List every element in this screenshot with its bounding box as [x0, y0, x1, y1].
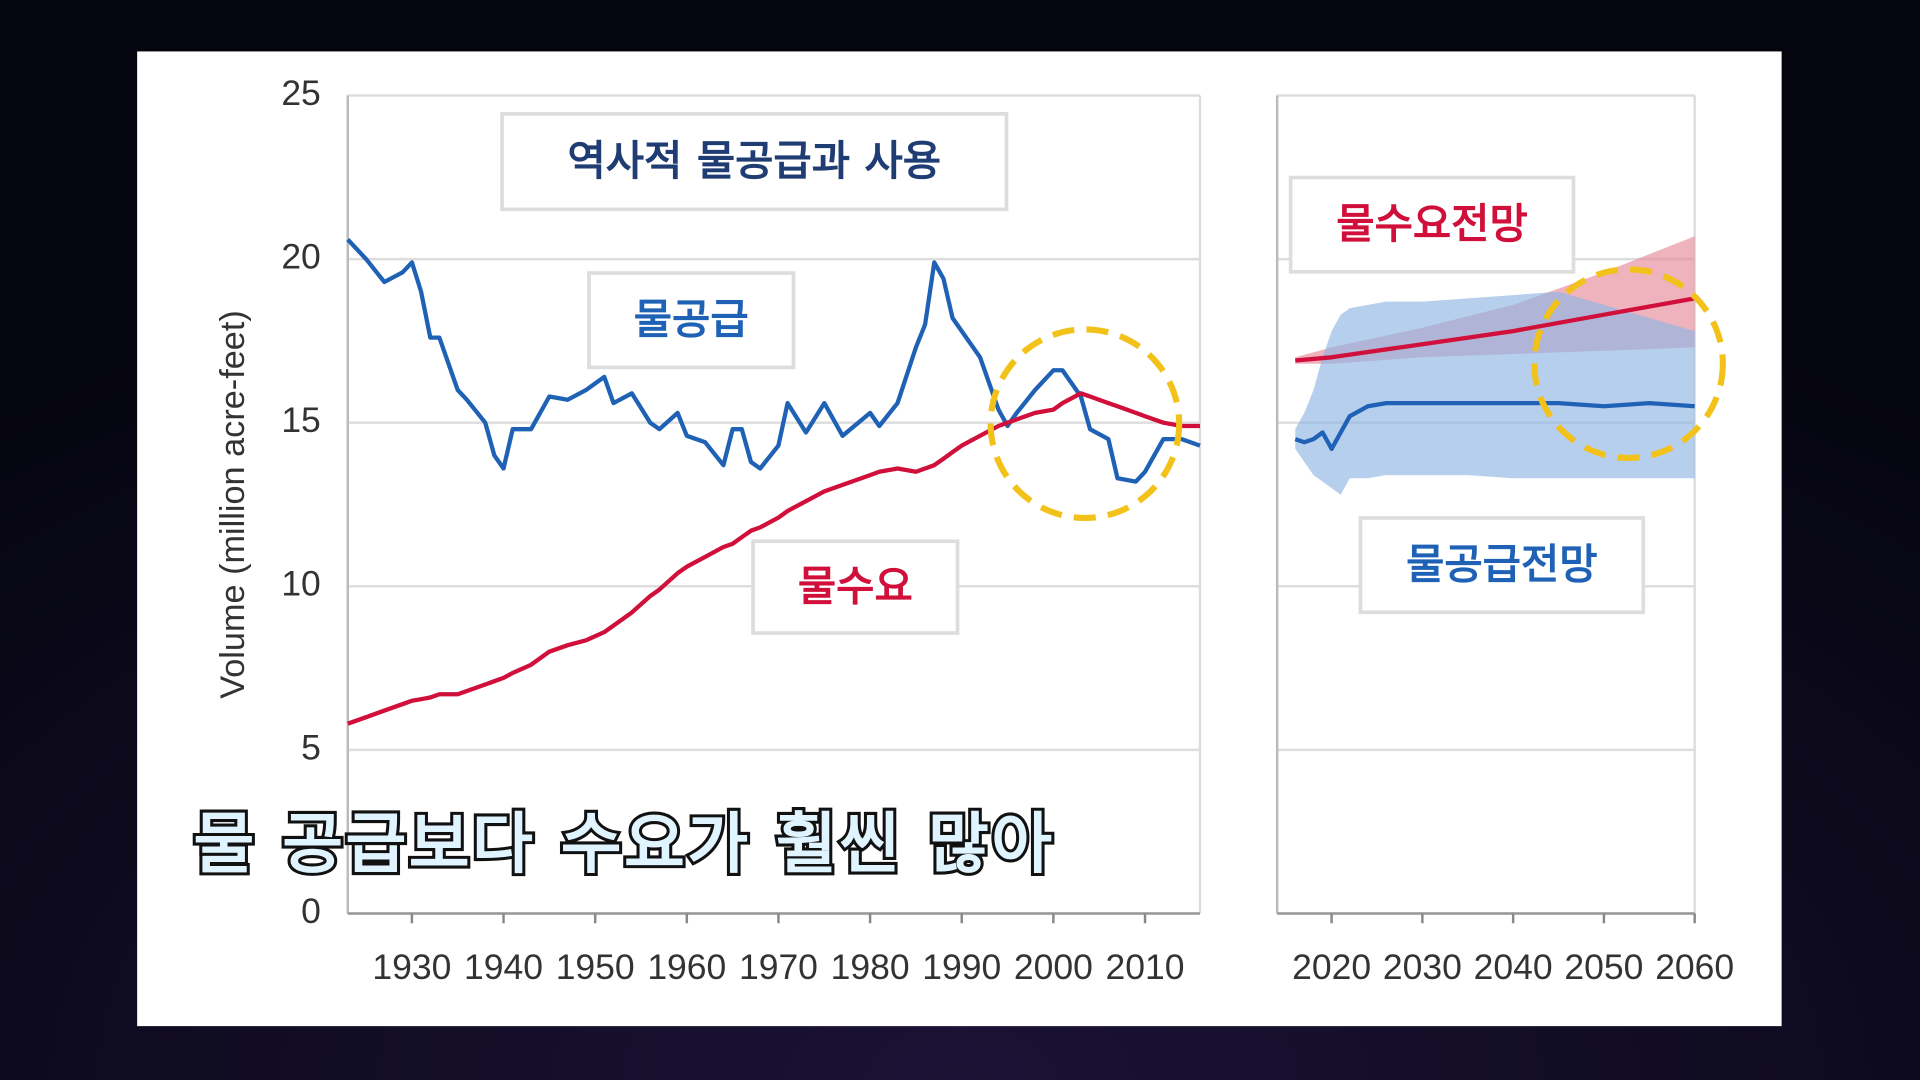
highlight-circle — [987, 326, 1183, 522]
series-line — [1295, 296, 1696, 363]
x-tick-label: 2060 — [1655, 947, 1734, 987]
uncertainty-band — [1295, 291, 1695, 495]
series-line — [346, 238, 1201, 484]
y-tick-label: 0 — [301, 891, 321, 931]
x-tick-label: 1950 — [556, 947, 635, 987]
x-tick-label: 1980 — [831, 947, 910, 987]
x-tick-label: 1990 — [922, 947, 1001, 987]
charts: 0 5 10 15 20 25 1930 1940 1950 1960 1970 1980 1990 20… — [214, 73, 1734, 987]
annotation-box — [751, 539, 960, 635]
annotation-box — [587, 271, 796, 370]
x-tick-label: 1970 — [739, 947, 818, 987]
y-tick-label: 15 — [281, 400, 321, 440]
x-tick-label: 2010 — [1106, 947, 1185, 987]
title-box — [500, 112, 1009, 212]
annotation-box — [1358, 516, 1646, 615]
annotation: 물수요전망 — [1336, 199, 1527, 248]
x-tick-label: 2050 — [1564, 947, 1643, 987]
annotation: 물공급전망 — [1406, 540, 1597, 589]
x-tick-label: 1960 — [647, 947, 726, 987]
annotation-box — [1288, 175, 1576, 274]
caption: 물 공급보다 수요가 훨씬 많아 — [193, 806, 1054, 883]
highlight-circle — [1531, 266, 1726, 462]
x-tick-label: 2030 — [1383, 947, 1462, 987]
chart-title: 역사적 물공급과 사용 — [567, 136, 941, 185]
series-line — [347, 391, 1200, 726]
annotation: 물수요 — [798, 562, 913, 611]
x-tick-label: 2020 — [1292, 947, 1371, 987]
x-tick-label: 1930 — [372, 947, 451, 987]
annotation: 물공급 — [634, 295, 749, 344]
y-axis-label: Volume (million acre-feet) — [214, 310, 252, 698]
y-tick-label: 10 — [281, 564, 321, 604]
x-tick-label: 2040 — [1474, 947, 1553, 987]
series-line — [1294, 400, 1695, 452]
y-tick-label: 25 — [281, 73, 321, 113]
y-tick-label: 20 — [281, 236, 321, 276]
y-tick-label: 5 — [301, 727, 321, 767]
x-tick-label: 1940 — [464, 947, 543, 987]
x-tick-label: 2000 — [1014, 947, 1093, 987]
